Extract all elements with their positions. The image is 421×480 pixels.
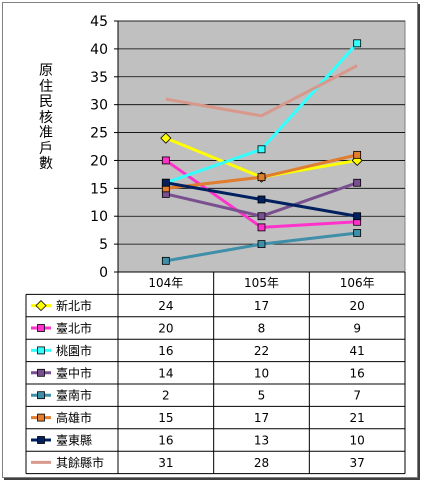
series-line-8	[165, 64, 358, 118]
table-value-5-3: 7	[353, 389, 361, 403]
table-value-3-2: 22	[254, 344, 269, 358]
table-value-1-2: 17	[254, 299, 269, 313]
table-value-3-1: 16	[158, 344, 173, 358]
legend-key-marker-5	[37, 391, 45, 400]
y-axis-label: 原住民核准戶數	[39, 63, 53, 172]
legend-series-name-8: 其餘縣市	[56, 455, 104, 470]
legend-key-marker-1	[35, 300, 47, 312]
legend-series-name-6: 高雄市	[56, 410, 92, 425]
x-category-label-1: 104年	[148, 276, 183, 290]
table-value-2-2: 8	[258, 322, 266, 336]
legend-series-name-7: 臺東縣	[56, 433, 92, 448]
legend-series-name-1: 新北市	[56, 298, 92, 313]
table-value-7-3: 10	[350, 434, 365, 448]
y-tick-label-35: 35	[90, 70, 108, 86]
x-category-label-2: 105年	[244, 276, 279, 290]
y-tick-label-5: 5	[99, 237, 108, 253]
data-point-6-3	[353, 150, 362, 159]
data-point-1-1	[160, 132, 172, 144]
legend-series-name-4: 臺中市	[56, 365, 92, 380]
data-point-3-3	[353, 39, 362, 48]
table-value-8-3: 37	[350, 456, 365, 470]
y-tick-label-10: 10	[90, 209, 108, 225]
table-value-7-1: 16	[158, 434, 173, 448]
y-tick-label-40: 40	[90, 42, 108, 58]
table-value-8-1: 31	[158, 456, 173, 470]
table-value-6-2: 17	[254, 411, 269, 425]
legend-key-marker-7	[37, 436, 45, 444]
data-point-3-2	[257, 145, 266, 154]
table-value-6-3: 21	[350, 411, 365, 425]
table-value-1-3: 20	[350, 299, 365, 313]
table-value-4-3: 16	[350, 366, 365, 380]
x-category-label-3: 106年	[340, 276, 375, 290]
table-value-2-3: 9	[353, 322, 361, 336]
y-tick-label-30: 30	[90, 98, 108, 114]
table-value-5-1: 2	[162, 389, 170, 403]
table-value-4-2: 10	[254, 366, 269, 380]
table-value-5-2: 5	[258, 389, 266, 403]
legend-key-marker-6	[37, 413, 45, 422]
table-value-1-1: 24	[158, 299, 173, 313]
legend-series-name-5: 臺南市	[56, 388, 92, 403]
legend-series-name-3: 桃園市	[56, 343, 92, 358]
data-point-7-2	[257, 195, 266, 204]
data-point-4-2	[257, 212, 266, 221]
table-value-8-2: 28	[254, 456, 269, 470]
legend-key-marker-3	[37, 346, 45, 355]
legend-series-name-2: 臺北市	[56, 321, 92, 336]
table-value-6-1: 15	[158, 411, 173, 425]
legend-key-marker-4	[37, 368, 45, 377]
y-tick-label-45: 45	[90, 14, 108, 30]
data-point-7-1	[161, 178, 170, 187]
data-point-4-3	[353, 178, 362, 187]
data-point-5-3	[353, 229, 362, 237]
data-point-5-2	[257, 240, 266, 249]
table-value-7-2: 13	[254, 434, 269, 448]
y-tick-label-15: 15	[90, 181, 108, 197]
table-value-4-1: 14	[158, 366, 173, 380]
legend-key-marker-2	[37, 324, 45, 332]
y-tick-label-0: 0	[99, 265, 108, 281]
data-point-5-1	[161, 256, 170, 265]
data-point-2-2	[257, 223, 266, 232]
table-value-2-1: 20	[158, 322, 173, 336]
data-point-6-2	[257, 173, 266, 182]
data-point-7-3	[353, 212, 362, 221]
y-tick-label-20: 20	[90, 153, 108, 169]
y-tick-label-25: 25	[90, 126, 108, 142]
table-value-3-3: 41	[350, 344, 365, 358]
data-point-2-1	[161, 156, 170, 165]
